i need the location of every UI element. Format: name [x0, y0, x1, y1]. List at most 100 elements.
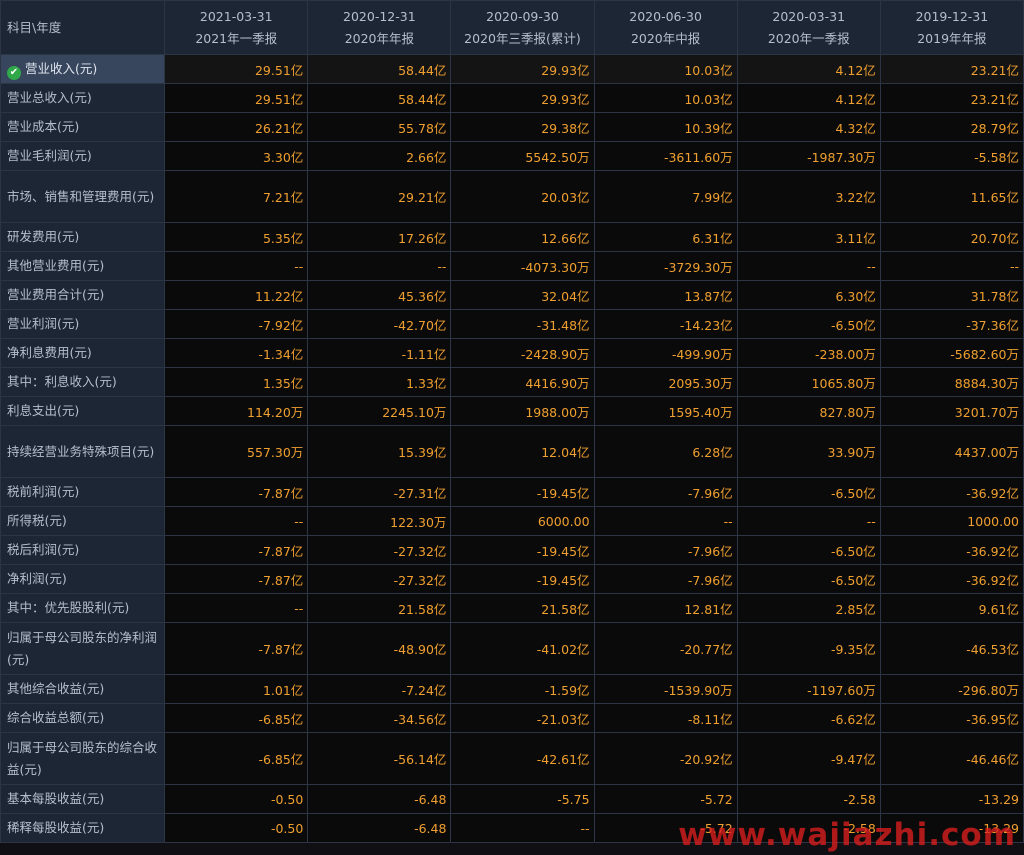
value-cell: 827.80万	[736, 396, 881, 426]
period-header[interactable]: 2020-03-31 2020年一季报	[736, 0, 881, 55]
period-header[interactable]: 2019-12-31 2019年年报	[879, 0, 1024, 55]
row-label-cell[interactable]: 稀释每股收益(元)	[0, 813, 166, 843]
value-cell: -238.00万	[736, 338, 881, 368]
row-label-cell[interactable]: 营业利润(元)	[0, 309, 166, 339]
value-cell: -14.23亿	[593, 309, 738, 339]
table-row[interactable]: 其中：利息收入(元) 1.35亿 1.33亿 4416.90万 2095.30万 1065…	[0, 367, 1024, 397]
row-label-cell[interactable]: 营业费用合计(元)	[0, 280, 166, 310]
value-cell: --	[164, 593, 309, 623]
value-cell: 6.30亿	[736, 280, 881, 310]
row-label-cell[interactable]: 营业成本(元)	[0, 112, 166, 142]
row-label-cell[interactable]: 税前利润(元)	[0, 477, 166, 507]
value-cell: 33.90万	[736, 425, 881, 478]
value-cell: -2.58	[736, 813, 881, 843]
value-cell: --	[593, 506, 738, 536]
row-label-cell[interactable]: 持续经营业务特殊项目(元)	[0, 425, 166, 478]
table-row[interactable]: 综合收益总额(元) -6.85亿 -34.56亿 -21.03亿 -8.11亿 -6.62…	[0, 703, 1024, 733]
value-cell: 1.01亿	[164, 674, 309, 704]
row-label-cell[interactable]: 净利息费用(元)	[0, 338, 166, 368]
row-label: 其他综合收益(元)	[7, 681, 105, 696]
table-row[interactable]: ✔ 营业收入(元) 29.51亿 58.44亿 29.93亿 10.03亿 4.12亿 23.…	[0, 54, 1024, 84]
row-label-cell[interactable]: 其他营业费用(元)	[0, 251, 166, 281]
value-cell: -7.96亿	[593, 564, 738, 594]
table-row[interactable]: 营业总收入(元) 29.51亿 58.44亿 29.93亿 10.03亿 4.12亿 23.…	[0, 83, 1024, 113]
table-row[interactable]: 税前利润(元) -7.87亿 -27.31亿 -19.45亿 -7.96亿 -6.50亿 -…	[0, 477, 1024, 507]
period-name: 2020年一季报	[767, 30, 850, 46]
row-label-cell[interactable]: ✔ 营业收入(元)	[0, 54, 166, 84]
value-cell: 55.78亿	[307, 112, 452, 142]
row-label-cell[interactable]: 净利润(元)	[0, 564, 166, 594]
period-header[interactable]: 2020-06-30 2020年中报	[593, 0, 738, 55]
value-cell: -1.11亿	[307, 338, 452, 368]
value-cell: 20.70亿	[879, 222, 1024, 252]
table-row[interactable]: 所得税(元) -- 122.30万 6000.00 -- -- 1000.00	[0, 506, 1024, 536]
value-cell: -42.61亿	[450, 732, 595, 785]
table-row[interactable]: 其中：优先股股利(元) -- 21.58亿 21.58亿 12.81亿 2.85亿 9.61…	[0, 593, 1024, 623]
table-row[interactable]: 营业利润(元) -7.92亿 -42.70亿 -31.48亿 -14.23亿 -6.50亿…	[0, 309, 1024, 339]
row-label-cell[interactable]: 营业总收入(元)	[0, 83, 166, 113]
row-label-cell[interactable]: 其中：优先股股利(元)	[0, 593, 166, 623]
row-label-cell[interactable]: 营业毛利润(元)	[0, 141, 166, 171]
value-cell: -6.48	[307, 784, 452, 814]
value-cell: -27.32亿	[307, 535, 452, 565]
row-label-cell[interactable]: 基本每股收益(元)	[0, 784, 166, 814]
value-cell: 7.99亿	[593, 170, 738, 223]
row-label-cell[interactable]: 归属于母公司股东的综合收益(元)	[0, 732, 166, 785]
value-cell: -1.34亿	[164, 338, 309, 368]
table-row[interactable]: 市场、销售和管理费用(元) 7.21亿 29.21亿 20.03亿 7.99亿 3.22亿…	[0, 170, 1024, 223]
table-row[interactable]: 净利润(元) -7.87亿 -27.32亿 -19.45亿 -7.96亿 -6.50亿 -3…	[0, 564, 1024, 594]
row-label: 营业毛利润(元)	[7, 148, 92, 163]
table-row[interactable]: 营业费用合计(元) 11.22亿 45.36亿 32.04亿 13.87亿 6.30亿 31…	[0, 280, 1024, 310]
value-cell: 21.58亿	[450, 593, 595, 623]
row-label-cell[interactable]: 归属于母公司股东的净利润(元)	[0, 622, 166, 675]
period-name: 2021年一季报	[195, 30, 278, 46]
value-cell: -296.80万	[879, 674, 1024, 704]
value-cell: 32.04亿	[450, 280, 595, 310]
row-label-cell[interactable]: 其他综合收益(元)	[0, 674, 166, 704]
row-label-cell[interactable]: 税后利润(元)	[0, 535, 166, 565]
period-name: 2020年中报	[630, 30, 701, 46]
period-header[interactable]: 2020-09-30 2020年三季报(累计)	[450, 0, 595, 55]
value-cell: 122.30万	[307, 506, 452, 536]
table-row[interactable]: 其他综合收益(元) 1.01亿 -7.24亿 -1.59亿 -1539.90万 -1197…	[0, 674, 1024, 704]
row-label-cell[interactable]: 市场、销售和管理费用(元)	[0, 170, 166, 223]
table-row[interactable]: 营业毛利润(元) 3.30亿 2.66亿 5542.50万 -3611.60万 -1987…	[0, 141, 1024, 171]
table-row[interactable]: 研发费用(元) 5.35亿 17.26亿 12.66亿 6.31亿 3.11亿 20.70亿	[0, 222, 1024, 252]
value-cell: -8.11亿	[593, 703, 738, 733]
period-header[interactable]: 2020-12-31 2020年年报	[307, 0, 452, 55]
row-label: 利息支出(元)	[7, 403, 80, 418]
value-cell: --	[450, 813, 595, 843]
row-label: 税后利润(元)	[7, 542, 80, 557]
value-cell: 4416.90万	[450, 367, 595, 397]
row-label-cell[interactable]: 其中：利息收入(元)	[0, 367, 166, 397]
value-cell: 7.21亿	[164, 170, 309, 223]
table-row[interactable]: 其他营业费用(元) -- -- -4073.30万 -3729.30万 -- --	[0, 251, 1024, 281]
table-row[interactable]: 利息支出(元) 114.20万 2245.10万 1988.00万 1595.40万 82…	[0, 396, 1024, 426]
row-label: 市场、销售和管理费用(元)	[7, 188, 155, 204]
period-name: 2020年三季报(累计)	[464, 30, 581, 46]
value-cell: 29.38亿	[450, 112, 595, 142]
table-row[interactable]: 归属于母公司股东的净利润(元) -7.87亿 -48.90亿 -41.02亿 -20.7…	[0, 622, 1024, 675]
row-label-cell[interactable]: 研发费用(元)	[0, 222, 166, 252]
value-cell: 4437.00万	[879, 425, 1024, 478]
row-label-cell[interactable]: 所得税(元)	[0, 506, 166, 536]
value-cell: -31.48亿	[450, 309, 595, 339]
row-label: 持续经营业务特殊项目(元)	[7, 443, 155, 459]
row-label-cell[interactable]: 利息支出(元)	[0, 396, 166, 426]
table-row[interactable]: 营业成本(元) 26.21亿 55.78亿 29.38亿 10.39亿 4.32亿 28.7…	[0, 112, 1024, 142]
value-cell: -9.47亿	[736, 732, 881, 785]
table-row[interactable]: 稀释每股收益(元) -0.50 -6.48 -- -5.72 -2.58 -13.29	[0, 813, 1024, 843]
value-cell: 2245.10万	[307, 396, 452, 426]
table-row[interactable]: 持续经营业务特殊项目(元) 557.30万 15.39亿 12.04亿 6.28亿 33.…	[0, 425, 1024, 478]
value-cell: -5.72	[593, 813, 738, 843]
period-header[interactable]: 2021-03-31 2021年一季报	[164, 0, 309, 55]
row-label-cell[interactable]: 综合收益总额(元)	[0, 703, 166, 733]
value-cell: -1539.90万	[593, 674, 738, 704]
value-cell: 58.44亿	[307, 54, 452, 84]
table-row[interactable]: 税后利润(元) -7.87亿 -27.32亿 -19.45亿 -7.96亿 -6.50亿 -…	[0, 535, 1024, 565]
table-row[interactable]: 净利息费用(元) -1.34亿 -1.11亿 -2428.90万 -499.90万 -23…	[0, 338, 1024, 368]
table-row[interactable]: 归属于母公司股东的综合收益(元) -6.85亿 -56.14亿 -42.61亿 -20.…	[0, 732, 1024, 785]
table-row[interactable]: 基本每股收益(元) -0.50 -6.48 -5.75 -5.72 -2.58 -13.29	[0, 784, 1024, 814]
value-cell: -6.50亿	[736, 535, 881, 565]
value-cell: 10.03亿	[593, 83, 738, 113]
